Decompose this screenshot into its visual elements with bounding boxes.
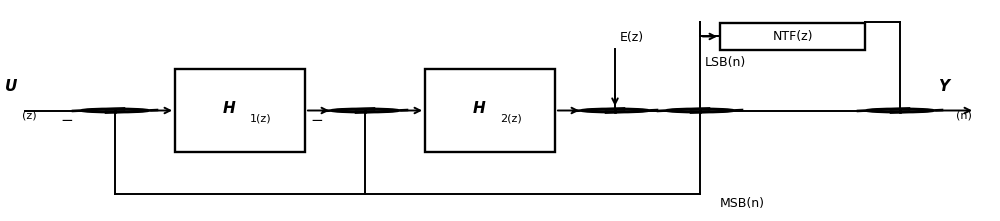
Ellipse shape — [582, 109, 648, 112]
Text: LSB(n): LSB(n) — [705, 56, 746, 69]
Ellipse shape — [82, 109, 148, 112]
Text: H: H — [472, 101, 485, 116]
Text: 2(z): 2(z) — [500, 113, 522, 123]
Text: (n): (n) — [956, 110, 972, 120]
Bar — [425, 69, 555, 152]
Text: U: U — [5, 79, 17, 94]
Bar — [175, 69, 305, 152]
Text: −: − — [311, 113, 323, 128]
Text: H: H — [222, 101, 235, 116]
Text: Y: Y — [938, 79, 949, 94]
Ellipse shape — [332, 109, 398, 112]
Ellipse shape — [667, 109, 733, 112]
Text: 1(z): 1(z) — [250, 113, 272, 123]
Text: (z): (z) — [22, 110, 37, 120]
Ellipse shape — [867, 109, 933, 112]
Text: −: − — [61, 113, 73, 128]
Text: NTF(z): NTF(z) — [772, 30, 813, 43]
Text: MSB(n): MSB(n) — [720, 197, 765, 210]
Text: E(z): E(z) — [620, 31, 644, 44]
Bar — [720, 23, 865, 50]
